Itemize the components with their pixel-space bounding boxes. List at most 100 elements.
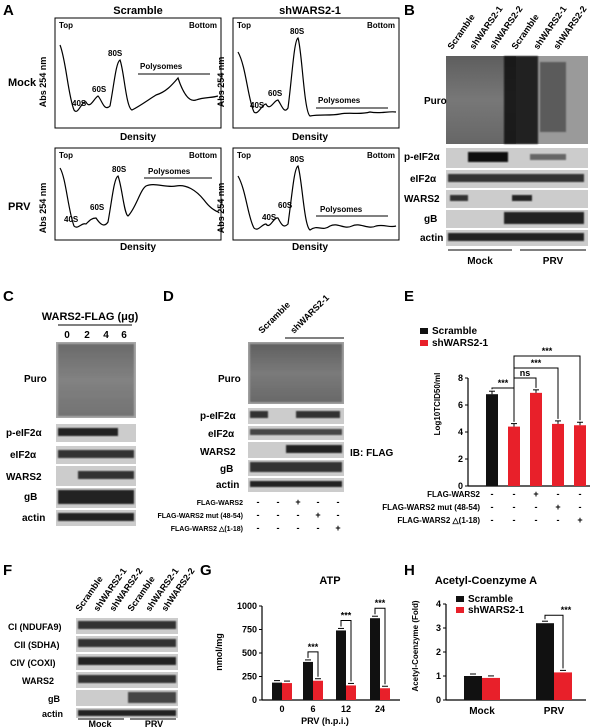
g-sig-bracket <box>340 619 352 682</box>
h-tick-label: 4 <box>436 599 441 609</box>
dose-4: 4 <box>103 330 109 341</box>
e-sig-label: ns <box>520 368 531 378</box>
d-mark: - <box>257 523 260 533</box>
g-title: ATP <box>319 575 340 587</box>
e-legend-swatch-shwars2 <box>420 340 428 346</box>
g-bar <box>303 661 313 700</box>
row-label-mock: Mock <box>8 77 37 89</box>
svg-text:Bottom: Bottom <box>189 151 217 160</box>
row-c-actin: actin <box>22 513 45 524</box>
g-bar <box>346 685 356 700</box>
panel-letter-h: H <box>404 562 415 579</box>
h-sig-label: *** <box>561 605 572 615</box>
d-mark: - <box>317 497 320 507</box>
h-title: Acetyl-Coenzyme A <box>435 575 537 587</box>
e-bar <box>486 394 498 486</box>
panel-letter-c: C <box>3 288 14 305</box>
g-bar <box>336 630 346 700</box>
e-mark: - <box>491 502 494 512</box>
e-mark: - <box>513 502 516 512</box>
h-sig-bracket <box>544 614 564 669</box>
d-mark: - <box>297 523 300 533</box>
e-legend-scramble: Scramble <box>432 326 477 337</box>
e-sig-label: *** <box>542 346 553 356</box>
h-x-tick-label: Mock <box>469 706 495 717</box>
svg-text:Bottom: Bottom <box>367 151 395 160</box>
row-f-wars2: WARS2 <box>22 676 54 686</box>
row-c-gb: gB <box>24 492 37 503</box>
g-bar <box>282 683 292 700</box>
row-d-wars2: WARS2 <box>200 447 236 458</box>
h-bar <box>536 623 554 700</box>
e-mark: - <box>557 489 560 499</box>
d-mark: - <box>277 510 280 520</box>
svg-text:80S: 80S <box>290 155 305 164</box>
g-tick-label: 750 <box>242 625 257 635</box>
d-mark: - <box>317 523 320 533</box>
e-mark: - <box>513 489 516 499</box>
panel-letter-a: A <box>3 2 14 19</box>
e-bar <box>574 425 586 486</box>
h-tick-label: 0 <box>436 695 441 705</box>
e-ylabel: Log10TCID50/ml <box>433 373 442 436</box>
g-tick-label: 0 <box>252 695 257 705</box>
svg-text:40S: 40S <box>262 213 277 222</box>
blot-d: Scramble shWARS2-1 Puro p-eIF2α eIF2α WA… <box>157 293 393 533</box>
row-d-gb: gB <box>220 464 233 475</box>
h-legend-swatch-scramble <box>456 596 464 602</box>
row-c-wars2: WARS2 <box>6 472 42 483</box>
group-b-prv: PRV <box>543 256 564 267</box>
row-c-peif2a: p-eIF2α <box>6 428 42 439</box>
h-x-tick-label: PRV <box>544 706 565 717</box>
xlabel-a3: Density <box>120 242 157 253</box>
row-label-prv: PRV <box>8 201 31 213</box>
row-d-actin: actin <box>216 480 239 491</box>
svg-text:Polysomes: Polysomes <box>140 62 183 71</box>
h-legend-swatch-shwars2 <box>456 607 464 613</box>
d-mark: + <box>335 523 340 533</box>
col-title-shwars2: shWARS2-1 <box>279 5 341 17</box>
g-x-tick-label: 24 <box>375 704 385 714</box>
row-f-ci: CI (NDUFA9) <box>8 622 62 632</box>
e-tick-label: 4 <box>458 427 463 437</box>
g-x-tick-label: 12 <box>341 704 351 714</box>
d-cond-3: FLAG-WARS2 △(1-18) <box>171 526 243 533</box>
h-tick-label: 2 <box>436 647 441 657</box>
svg-text:Polysomes: Polysomes <box>320 205 363 214</box>
e-sig-label: *** <box>498 378 509 388</box>
e-mark: - <box>513 515 516 525</box>
h-bar <box>482 677 500 700</box>
panel-letter-e: E <box>404 288 415 305</box>
svg-text:Top: Top <box>59 151 73 160</box>
row-b-actin: actin <box>420 233 443 244</box>
dose-6: 6 <box>121 330 127 341</box>
h-legend-scramble: Scramble <box>468 594 513 605</box>
ylabel-a1: Abs 254 nm <box>38 57 48 108</box>
h-bar <box>554 672 572 700</box>
e-mark: - <box>579 489 582 499</box>
g-sig-bracket <box>307 651 319 677</box>
d-cond-2: FLAG-WARS2 mut (48-54) <box>157 513 243 520</box>
svg-text:60S: 60S <box>278 201 293 210</box>
xlabel-a1: Density <box>120 132 157 143</box>
g-ylabel: nmol/mg <box>214 633 224 671</box>
svg-text:60S: 60S <box>90 203 105 212</box>
row-b-eif2a: eIF2α <box>410 174 437 185</box>
g-sig-label: *** <box>308 642 319 652</box>
g-x-tick-label: 0 <box>279 704 284 714</box>
svg-text:40S: 40S <box>250 101 265 110</box>
g-bar <box>370 618 380 700</box>
row-f-gb: gB <box>48 694 60 704</box>
d-mark: - <box>257 510 260 520</box>
e-bar <box>552 423 564 486</box>
g-tick-label: 500 <box>242 648 257 658</box>
profile-mock-scramble: Top Bottom 40S 60S 80S Polysomes <box>54 17 222 129</box>
e-tick-label: 2 <box>458 454 463 464</box>
dose-0: 0 <box>64 330 70 341</box>
e-mark: + <box>577 515 582 525</box>
g-bar <box>380 688 390 700</box>
g-x-tick-label: 6 <box>310 704 315 714</box>
col-title-scramble: Scramble <box>113 5 163 17</box>
d-mark: - <box>277 497 280 507</box>
e-tick-label: 8 <box>458 373 463 383</box>
